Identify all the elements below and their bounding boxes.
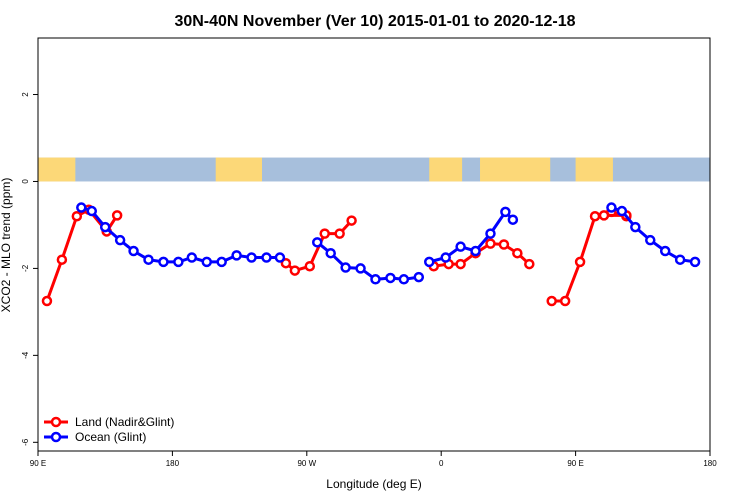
data-point	[606, 202, 617, 213]
data-point	[280, 257, 292, 269]
data-point	[246, 252, 257, 263]
plot-frame	[37, 37, 711, 452]
x-tick-label: 90 W	[297, 459, 316, 468]
data-point	[574, 256, 586, 268]
legend-marker-ocean	[50, 431, 62, 443]
series-line-segment	[316, 241, 420, 281]
data-point	[71, 210, 83, 222]
legend-label-ocean: Ocean (Glint)	[75, 430, 146, 444]
data-point	[76, 202, 87, 213]
data-point	[398, 274, 410, 285]
data-point	[589, 210, 601, 222]
data-point	[186, 252, 198, 263]
data-point	[128, 245, 139, 257]
series-layer	[41, 202, 701, 307]
legend-marker-land	[50, 416, 62, 428]
data-point	[325, 247, 336, 259]
data-point	[455, 241, 466, 252]
data-point	[512, 247, 523, 259]
data-point	[689, 256, 701, 268]
data-point	[99, 221, 111, 233]
x-tick-label: 90 E	[30, 459, 46, 468]
map-land-2	[429, 157, 463, 182]
data-point	[455, 258, 466, 270]
data-point	[674, 254, 686, 265]
data-point	[216, 256, 227, 268]
data-point	[355, 263, 366, 274]
data-point	[334, 228, 345, 239]
data-point	[143, 254, 154, 265]
data-point	[41, 295, 53, 307]
data-point	[413, 271, 425, 283]
legend-label-land: Land (Nadir&Glint)	[75, 415, 174, 429]
data-point	[86, 205, 98, 217]
data-point	[485, 228, 496, 239]
map-land-0	[38, 157, 76, 182]
data-point	[201, 256, 212, 268]
data-point	[346, 215, 357, 226]
data-point	[158, 256, 169, 268]
data-point	[546, 295, 557, 307]
data-point	[424, 256, 435, 268]
data-point	[500, 206, 511, 218]
data-point	[111, 210, 123, 221]
map-land-4	[575, 157, 613, 182]
data-point	[304, 260, 316, 272]
x-axis-label: Longitude (deg E)	[326, 477, 421, 491]
data-point	[340, 262, 351, 273]
x-axis: 90 E 180 90 W 0 90 E 180	[30, 451, 717, 468]
data-point	[319, 228, 330, 239]
data-point	[559, 295, 571, 307]
map-land-1	[215, 157, 262, 182]
y-axis: 2 0 -2 -4 -6	[21, 92, 38, 446]
data-point	[440, 252, 451, 263]
data-point	[261, 252, 272, 263]
map-land-3	[480, 157, 551, 182]
data-point	[598, 210, 610, 221]
chart-title: 30N-40N November (Ver 10) 2015-01-01 to …	[174, 13, 575, 30]
data-point	[274, 252, 286, 263]
y-tick-label: -2	[21, 264, 30, 272]
y-axis-label: XCO2 - MLO trend (ppm)	[0, 178, 13, 313]
map-strip	[38, 157, 710, 182]
series-ocean	[76, 202, 701, 285]
y-tick-label: -6	[21, 438, 30, 446]
data-point	[507, 214, 519, 225]
data-point	[470, 245, 481, 257]
x-tick-label: 180	[703, 459, 717, 468]
data-point	[312, 237, 323, 248]
y-tick-label: 2	[21, 92, 30, 97]
data-point	[231, 250, 242, 261]
data-point	[498, 239, 510, 250]
x-tick-label: 0	[439, 459, 444, 468]
y-tick-label: 0	[21, 179, 30, 184]
data-point	[173, 256, 184, 268]
data-point	[659, 245, 671, 257]
data-point	[630, 221, 641, 233]
y-tick-label: -4	[21, 351, 30, 359]
data-point	[524, 258, 535, 270]
x-tick-label: 180	[166, 459, 180, 468]
data-point	[114, 234, 126, 246]
data-point	[485, 238, 496, 249]
data-point	[289, 265, 301, 276]
data-point	[56, 254, 68, 265]
data-point	[370, 274, 381, 285]
legend: Land (Nadir&Glint) Ocean (Glint)	[44, 415, 174, 444]
data-point	[616, 205, 628, 217]
data-point	[645, 234, 656, 246]
data-point	[385, 272, 396, 284]
x-tick-label: 90 E	[567, 459, 583, 468]
series-line-segment	[551, 210, 627, 303]
